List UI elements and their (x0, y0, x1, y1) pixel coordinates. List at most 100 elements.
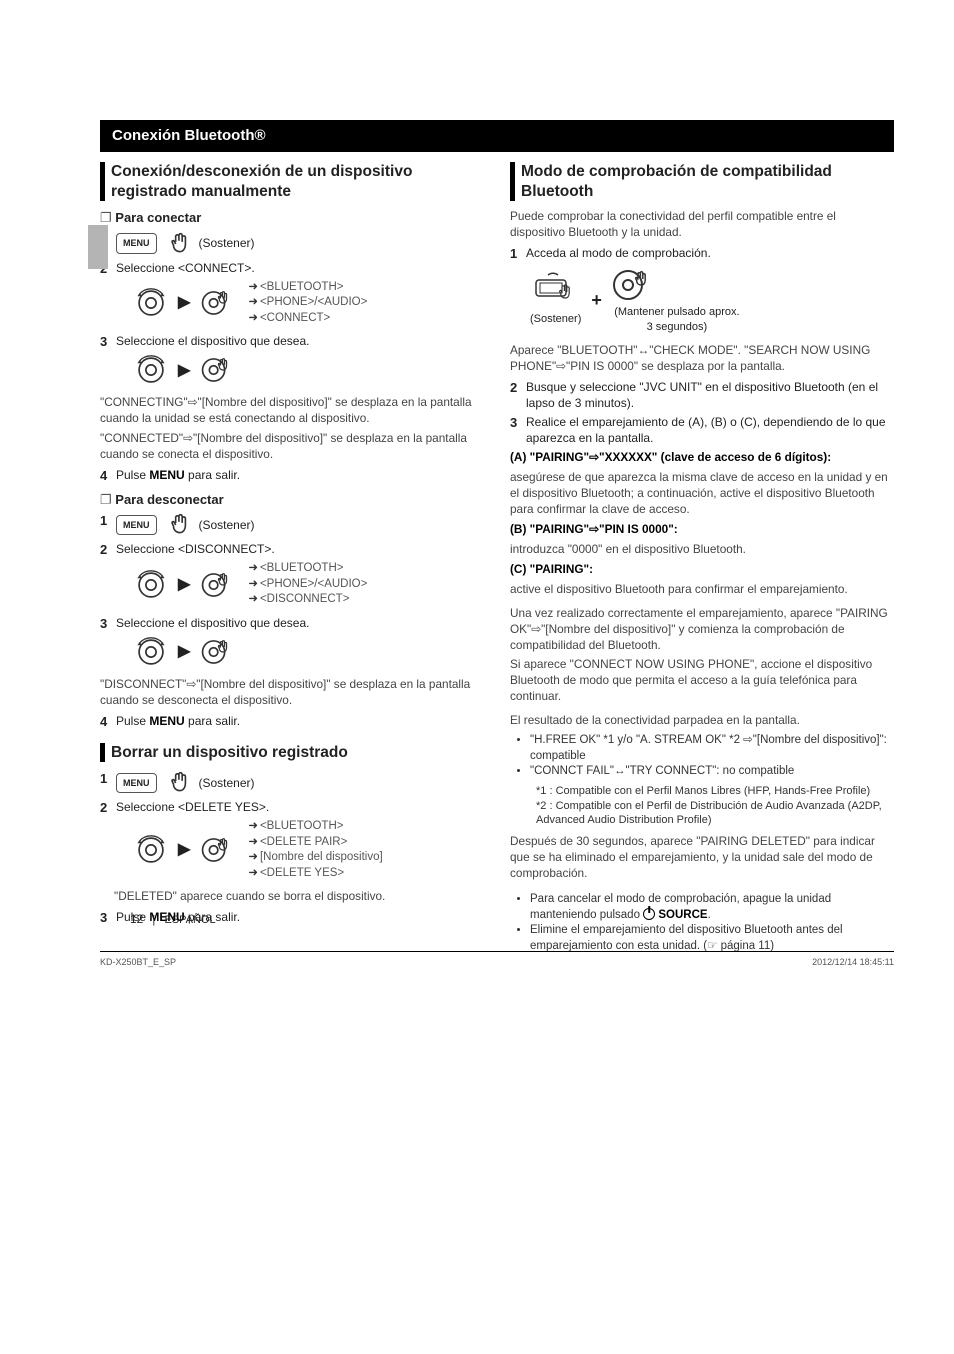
dial-turn-icon (134, 833, 168, 867)
step-text: Seleccione el dispositivo que desea. (116, 333, 484, 349)
arrow-icon: ▶ (178, 839, 190, 861)
result-item: "H.FREE OK" *1 y/o "A. STREAM OK" *2 ⇨"[… (530, 733, 894, 764)
step-number: 3 (100, 615, 116, 633)
arrow-icon: ▶ (178, 360, 190, 382)
footnote-2: *2 : Compatible con el Perfil de Distrib… (536, 799, 894, 829)
case-a-body: asegúrese de que aparezca la misma clave… (510, 470, 894, 518)
arrow-icon: ▶ (178, 641, 190, 663)
menu-button-graphic: MENU (116, 515, 157, 535)
connecting-note: "CONNECTING"⇨"[Nombre del dispositivo]" … (100, 395, 484, 427)
menu-button-graphic: MENU (116, 233, 157, 253)
disconnect-step-2: 2 Seleccione <DISCONNECT>. ▶ <BLUETOOTH>… (100, 541, 484, 612)
nav-item: <BLUETOOTH> (248, 819, 382, 835)
dial-press-icon (200, 286, 234, 320)
step-text: Acceda al modo de comprobación. (526, 245, 894, 261)
hold-label: (Sostener) (199, 235, 255, 251)
hold-note: (Mantener pulsado aprox. 3 segundos) (612, 305, 742, 335)
check-step-1: 1 Acceda al modo de comprobación. (Soste… (510, 245, 894, 339)
left-column: Conexión/desconexión de un dispositivo r… (100, 162, 484, 958)
delete-step-1: 1 MENU (Sostener) (100, 770, 484, 796)
content-columns: Conexión/desconexión de un dispositivo r… (100, 162, 894, 958)
connect-step-1: 1 MENU (Sostener) (100, 231, 484, 257)
nav-item: <CONNECT> (248, 311, 367, 327)
hold-label: (Sostener) (199, 517, 255, 533)
disconnect-step-1: 1 MENU (Sostener) (100, 512, 484, 538)
result-list: "H.FREE OK" *1 y/o "A. STREAM OK" *2 ⇨"[… (520, 733, 894, 780)
step-number: 2 (100, 541, 116, 559)
section-title-delete: Borrar un dispositivo registrado (100, 743, 484, 762)
case-b-body: introduzca "0000" en el dispositivo Blue… (510, 542, 894, 558)
connect-step-2: 2 Seleccione <CONNECT>. ▶ <BLUETOOTH> <P… (100, 260, 484, 331)
step-text: Realice el emparejamiento de (A), (B) o … (526, 414, 894, 446)
step-text: Seleccione <CONNECT>. (116, 260, 484, 276)
press-hand-icon (167, 770, 193, 796)
check-step-2: 2 Busque y seleccione "JVC UNIT" en el d… (510, 379, 894, 411)
check-para-2: Una vez realizado correctamente el empar… (510, 606, 894, 654)
notes-list: Para cancelar el modo de comprobación, a… (520, 892, 894, 954)
disconnect-note: "DISCONNECT"⇨"[Nombre del dispositivo]" … (100, 677, 484, 709)
header-bar: Conexión Bluetooth® (100, 120, 894, 152)
connected-note: "CONNECTED"⇨"[Nombre del dispositivo]" s… (100, 431, 484, 463)
step-text: Busque y seleccione "JVC UNIT" en el dis… (526, 379, 894, 411)
nav-path: <BLUETOOTH> <PHONE>/<AUDIO> <DISCONNECT> (248, 561, 367, 608)
check-para-3: Si aparece "CONNECT NOW USING PHONE", ac… (510, 657, 894, 705)
step-text-a: Pulse (116, 468, 149, 482)
hold-label: (Sostener) (199, 775, 255, 791)
step-number: 3 (510, 414, 526, 432)
dial-press-icon (612, 265, 652, 305)
case-a-head: (A) "PAIRING"⇨"XXXXXX" (clave de acceso … (510, 450, 894, 466)
menu-button-graphic: MENU (116, 773, 157, 793)
deleted-note: "DELETED" aparece cuando se borra el dis… (114, 889, 484, 905)
dial-turn-icon (134, 353, 168, 387)
nav-path: <BLUETOOTH> <DELETE PAIR> [Nombre del di… (248, 819, 382, 881)
step-number: 1 (100, 512, 116, 530)
dial-turn-icon (134, 568, 168, 602)
nav-item: <BLUETOOTH> (248, 280, 367, 296)
nav-item: <DISCONNECT> (248, 592, 367, 608)
dial-press-icon (200, 353, 234, 387)
check-para-4: El resultado de la conectividad parpadea… (510, 713, 894, 729)
menu-ref: MENU (149, 714, 184, 728)
page-language: ESPAÑOL (164, 914, 215, 926)
dial-press-icon (200, 833, 234, 867)
case-c-body: active el dispositivo Bluetooth para con… (510, 582, 894, 598)
nav-item: <DELETE YES> (248, 866, 382, 882)
dial-turn-icon (134, 635, 168, 669)
footnote-1: *1 : Compatible con el Perfil Manos Libr… (536, 784, 894, 799)
nav-item: [Nombre del dispositivo] (248, 850, 382, 866)
step-number: 3 (100, 333, 116, 351)
dial-press-icon (200, 635, 234, 669)
check-para-1: Aparece "BLUETOOTH"↔"CHECK MODE". "SEARC… (510, 343, 894, 375)
step-text: Seleccione <DISCONNECT>. (116, 541, 484, 557)
nav-item: <PHONE>/<AUDIO> (248, 295, 367, 311)
disconnect-step-4: 4 Pulse MENU para salir. (100, 713, 484, 731)
step-text: Seleccione <DELETE YES>. (116, 799, 484, 815)
check-para-5: Después de 30 segundos, aparece "PAIRING… (510, 834, 894, 882)
press-hand-icon (167, 512, 193, 538)
nav-item: <PHONE>/<AUDIO> (248, 577, 367, 593)
step-number: 2 (510, 379, 526, 397)
nav-item: <DELETE PAIR> (248, 835, 382, 851)
section-title-connect-disconnect: Conexión/desconexión de un dispositivo r… (100, 162, 484, 201)
subhead-disconnect: Para desconectar (100, 491, 484, 509)
step-text-c: para salir. (185, 714, 240, 728)
side-tab (88, 225, 108, 269)
result-item: "CONNCT FAIL"↔"TRY CONNECT": no compatib… (530, 764, 894, 780)
source-ref: SOURCE (658, 909, 707, 921)
arrow-icon: ▶ (178, 292, 190, 314)
press-hand-icon (167, 231, 193, 257)
step-text-a: Pulse (116, 714, 149, 728)
nav-path: <BLUETOOTH> <PHONE>/<AUDIO> <CONNECT> (248, 280, 367, 327)
step-number: 3 (100, 909, 116, 927)
print-footer: KD-X250BT_E_SP 2012/12/14 18:45:11 (100, 956, 894, 968)
check-step-3: 3 Realice el emparejamiento de (A), (B) … (510, 414, 894, 446)
power-icon (643, 908, 655, 920)
connect-step-3: 3 Seleccione el dispositivo que desea. ▶ (100, 333, 484, 391)
phone-icon (530, 272, 578, 312)
dial-turn-icon (134, 286, 168, 320)
model-code: KD-X250BT_E_SP (100, 956, 176, 968)
delete-step-2: 2 Seleccione <DELETE YES>. ▶ <BLUETOOTH>… (100, 799, 484, 885)
check-intro: Puede comprobar la conectividad del perf… (510, 209, 894, 241)
case-b-head: (B) "PAIRING"⇨"PIN IS 0000": (510, 522, 894, 538)
step-number: 1 (100, 770, 116, 788)
